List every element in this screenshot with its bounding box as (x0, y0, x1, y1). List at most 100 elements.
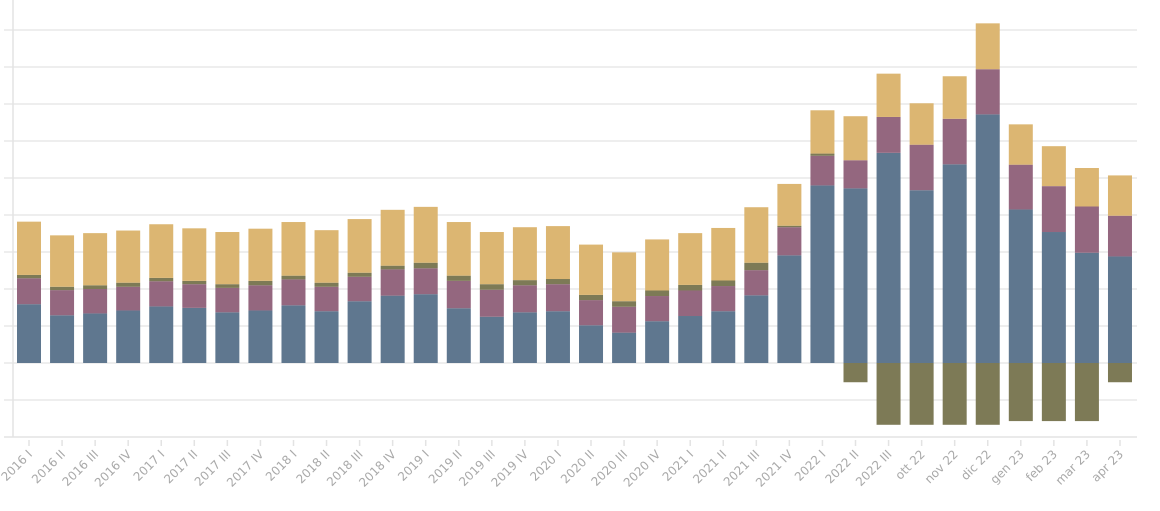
bar-group (975, 23, 1000, 425)
bar-group (1074, 168, 1099, 422)
bar-segment-blue (281, 305, 306, 363)
bar-segment-purple (876, 116, 901, 153)
bar-segment-yellow (744, 207, 769, 263)
bar-segment-purple (413, 268, 438, 295)
bar-segment-blue (479, 316, 504, 363)
bar-segment-olive (347, 272, 372, 277)
bar-segment-olive (711, 280, 736, 287)
bar-segment-yellow (281, 222, 306, 276)
bar-segment-blue (182, 307, 207, 363)
bar-segment-yellow (579, 244, 604, 295)
bar-segment-blue (413, 294, 438, 363)
bar-group (149, 224, 174, 363)
bar-segment-purple (843, 160, 868, 189)
bar-segment-yellow (777, 183, 802, 226)
bar-segment-purple (612, 306, 637, 333)
bar-segment-blue (1041, 232, 1066, 363)
bar-segment-blue (942, 164, 967, 363)
bar-segment-purple (17, 278, 41, 305)
bar-group (579, 244, 604, 363)
bar-group (215, 232, 240, 363)
bar-segment-yellow (479, 232, 504, 285)
bar-segment-olive (1041, 363, 1066, 422)
bar-segment-purple (182, 284, 207, 308)
bar-group (17, 221, 41, 363)
bar-group (1107, 175, 1132, 383)
bar-segment-yellow (612, 252, 637, 302)
bar-segment-yellow (314, 230, 339, 283)
bar-segment-blue (975, 114, 1000, 363)
bar-group (1008, 124, 1033, 422)
bar-segment-yellow (347, 219, 372, 273)
bar-group (645, 239, 670, 363)
bar-segment-olive (545, 279, 570, 285)
x-tick-label: 2020 IV (621, 447, 664, 490)
bar-group (512, 227, 537, 363)
bar-segment-blue (744, 295, 769, 363)
bar-group (248, 228, 273, 363)
bar-segment-olive (17, 274, 41, 279)
bar-segment-olive (248, 280, 273, 286)
bar-segment-blue (579, 325, 604, 363)
bar-segment-purple (380, 269, 405, 296)
bar-segment-blue (446, 308, 471, 363)
bar-segment-blue (512, 312, 537, 363)
bar-group (810, 110, 835, 363)
bar-segment-purple (83, 289, 108, 314)
bar-segment-blue (1107, 256, 1132, 363)
bar-group (281, 222, 306, 363)
x-tick-label: apr 23 (1089, 447, 1126, 484)
bar-segment-olive (777, 225, 802, 228)
bar-group (1041, 146, 1066, 422)
bar-segment-olive (182, 280, 207, 285)
bar-segment-yellow (876, 73, 901, 117)
bar-segment-yellow (215, 232, 240, 285)
bar-segment-blue (215, 312, 240, 363)
bar-group (843, 116, 868, 383)
bar-segment-olive (975, 363, 1000, 425)
axes (4, 0, 1137, 446)
bar-segment-olive (645, 290, 670, 297)
bar-segment-olive (50, 286, 75, 291)
x-tick-label: nov 22 (922, 447, 961, 486)
bar-segment-purple (479, 289, 504, 317)
bar-segment-purple (711, 286, 736, 312)
bar-segment-yellow (678, 233, 703, 285)
bar-segment-yellow (909, 103, 934, 145)
bars (17, 23, 1132, 425)
bar-segment-blue (50, 315, 75, 363)
bar-segment-purple (50, 290, 75, 316)
x-tick-label: 2021 IV (753, 447, 796, 490)
x-tick-label: gen 23 (988, 447, 1027, 486)
bar-group (909, 103, 934, 425)
bar-segment-yellow (380, 209, 405, 266)
bar-segment-olive (1107, 363, 1132, 383)
bar-segment-blue (116, 310, 141, 363)
x-tick-label: mar 23 (1053, 447, 1093, 487)
bar-segment-olive (1074, 363, 1099, 422)
bar-segment-purple (149, 281, 174, 307)
bar-segment-purple (909, 144, 934, 191)
bar-segment-purple (678, 290, 703, 317)
bar-segment-olive (149, 277, 174, 282)
bar-segment-purple (942, 118, 967, 165)
bar-segment-purple (1008, 164, 1033, 210)
bar-group (678, 233, 703, 363)
bar-segment-purple (810, 155, 835, 186)
bar-segment-olive (810, 153, 835, 156)
bar-segment-olive (116, 282, 141, 287)
bar-group (545, 226, 570, 363)
bar-segment-olive (744, 262, 769, 271)
bar-segment-blue (314, 311, 339, 363)
bar-group (744, 207, 769, 363)
bar-segment-olive (843, 363, 868, 383)
bar-segment-yellow (413, 206, 438, 263)
bar-segment-blue (678, 316, 703, 363)
bar-segment-yellow (942, 76, 967, 119)
bar-group (777, 183, 802, 363)
bar-segment-yellow (645, 239, 670, 291)
bar-segment-yellow (17, 221, 41, 275)
bar-segment-purple (645, 296, 670, 322)
